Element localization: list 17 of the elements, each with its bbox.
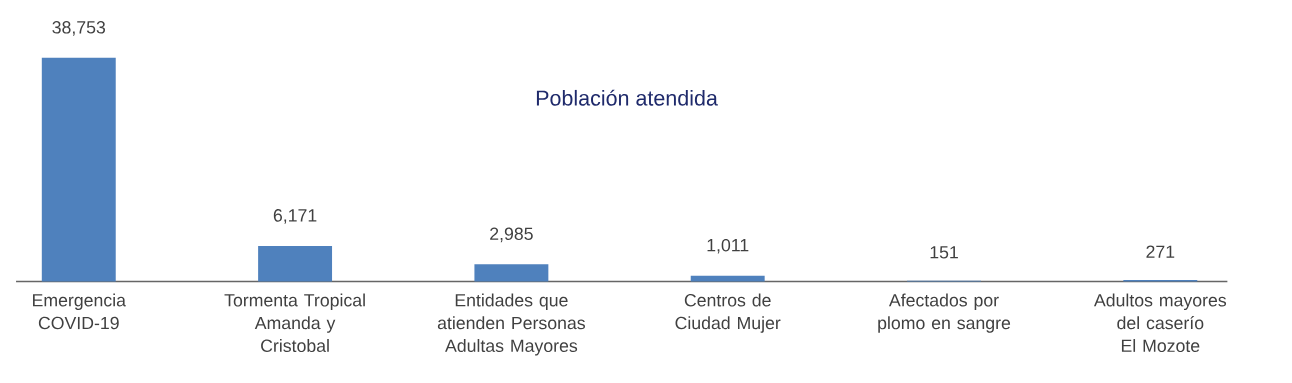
x-tick-label: Entidades que atienden Personas Adultas Mayores bbox=[437, 293, 585, 356]
data-label: 151 bbox=[930, 246, 958, 259]
bar bbox=[690, 275, 765, 282]
data-label: 2,985 bbox=[490, 227, 533, 243]
x-tick-label: Tormenta Tropical Amanda y Cristobal bbox=[224, 293, 365, 353]
x-tick-label: Adultos mayores del caserío El Mozote bbox=[1093, 293, 1227, 353]
data-label: 271 bbox=[1146, 245, 1175, 258]
x-tick-label: Centros de Ciudad Mujer bbox=[675, 293, 781, 333]
data-label: 6,171 bbox=[273, 209, 317, 224]
data-label: 38,753 bbox=[52, 21, 106, 36]
data-label: 1,011 bbox=[707, 238, 749, 254]
text: Población atendida bbox=[536, 89, 718, 106]
x-tick-label: Emergencia COVID-19 bbox=[33, 293, 126, 330]
bar bbox=[474, 264, 549, 282]
bar bbox=[41, 57, 116, 282]
bar bbox=[258, 245, 333, 282]
x-tick-label: Afectados por plomo en sangre bbox=[878, 293, 1011, 333]
